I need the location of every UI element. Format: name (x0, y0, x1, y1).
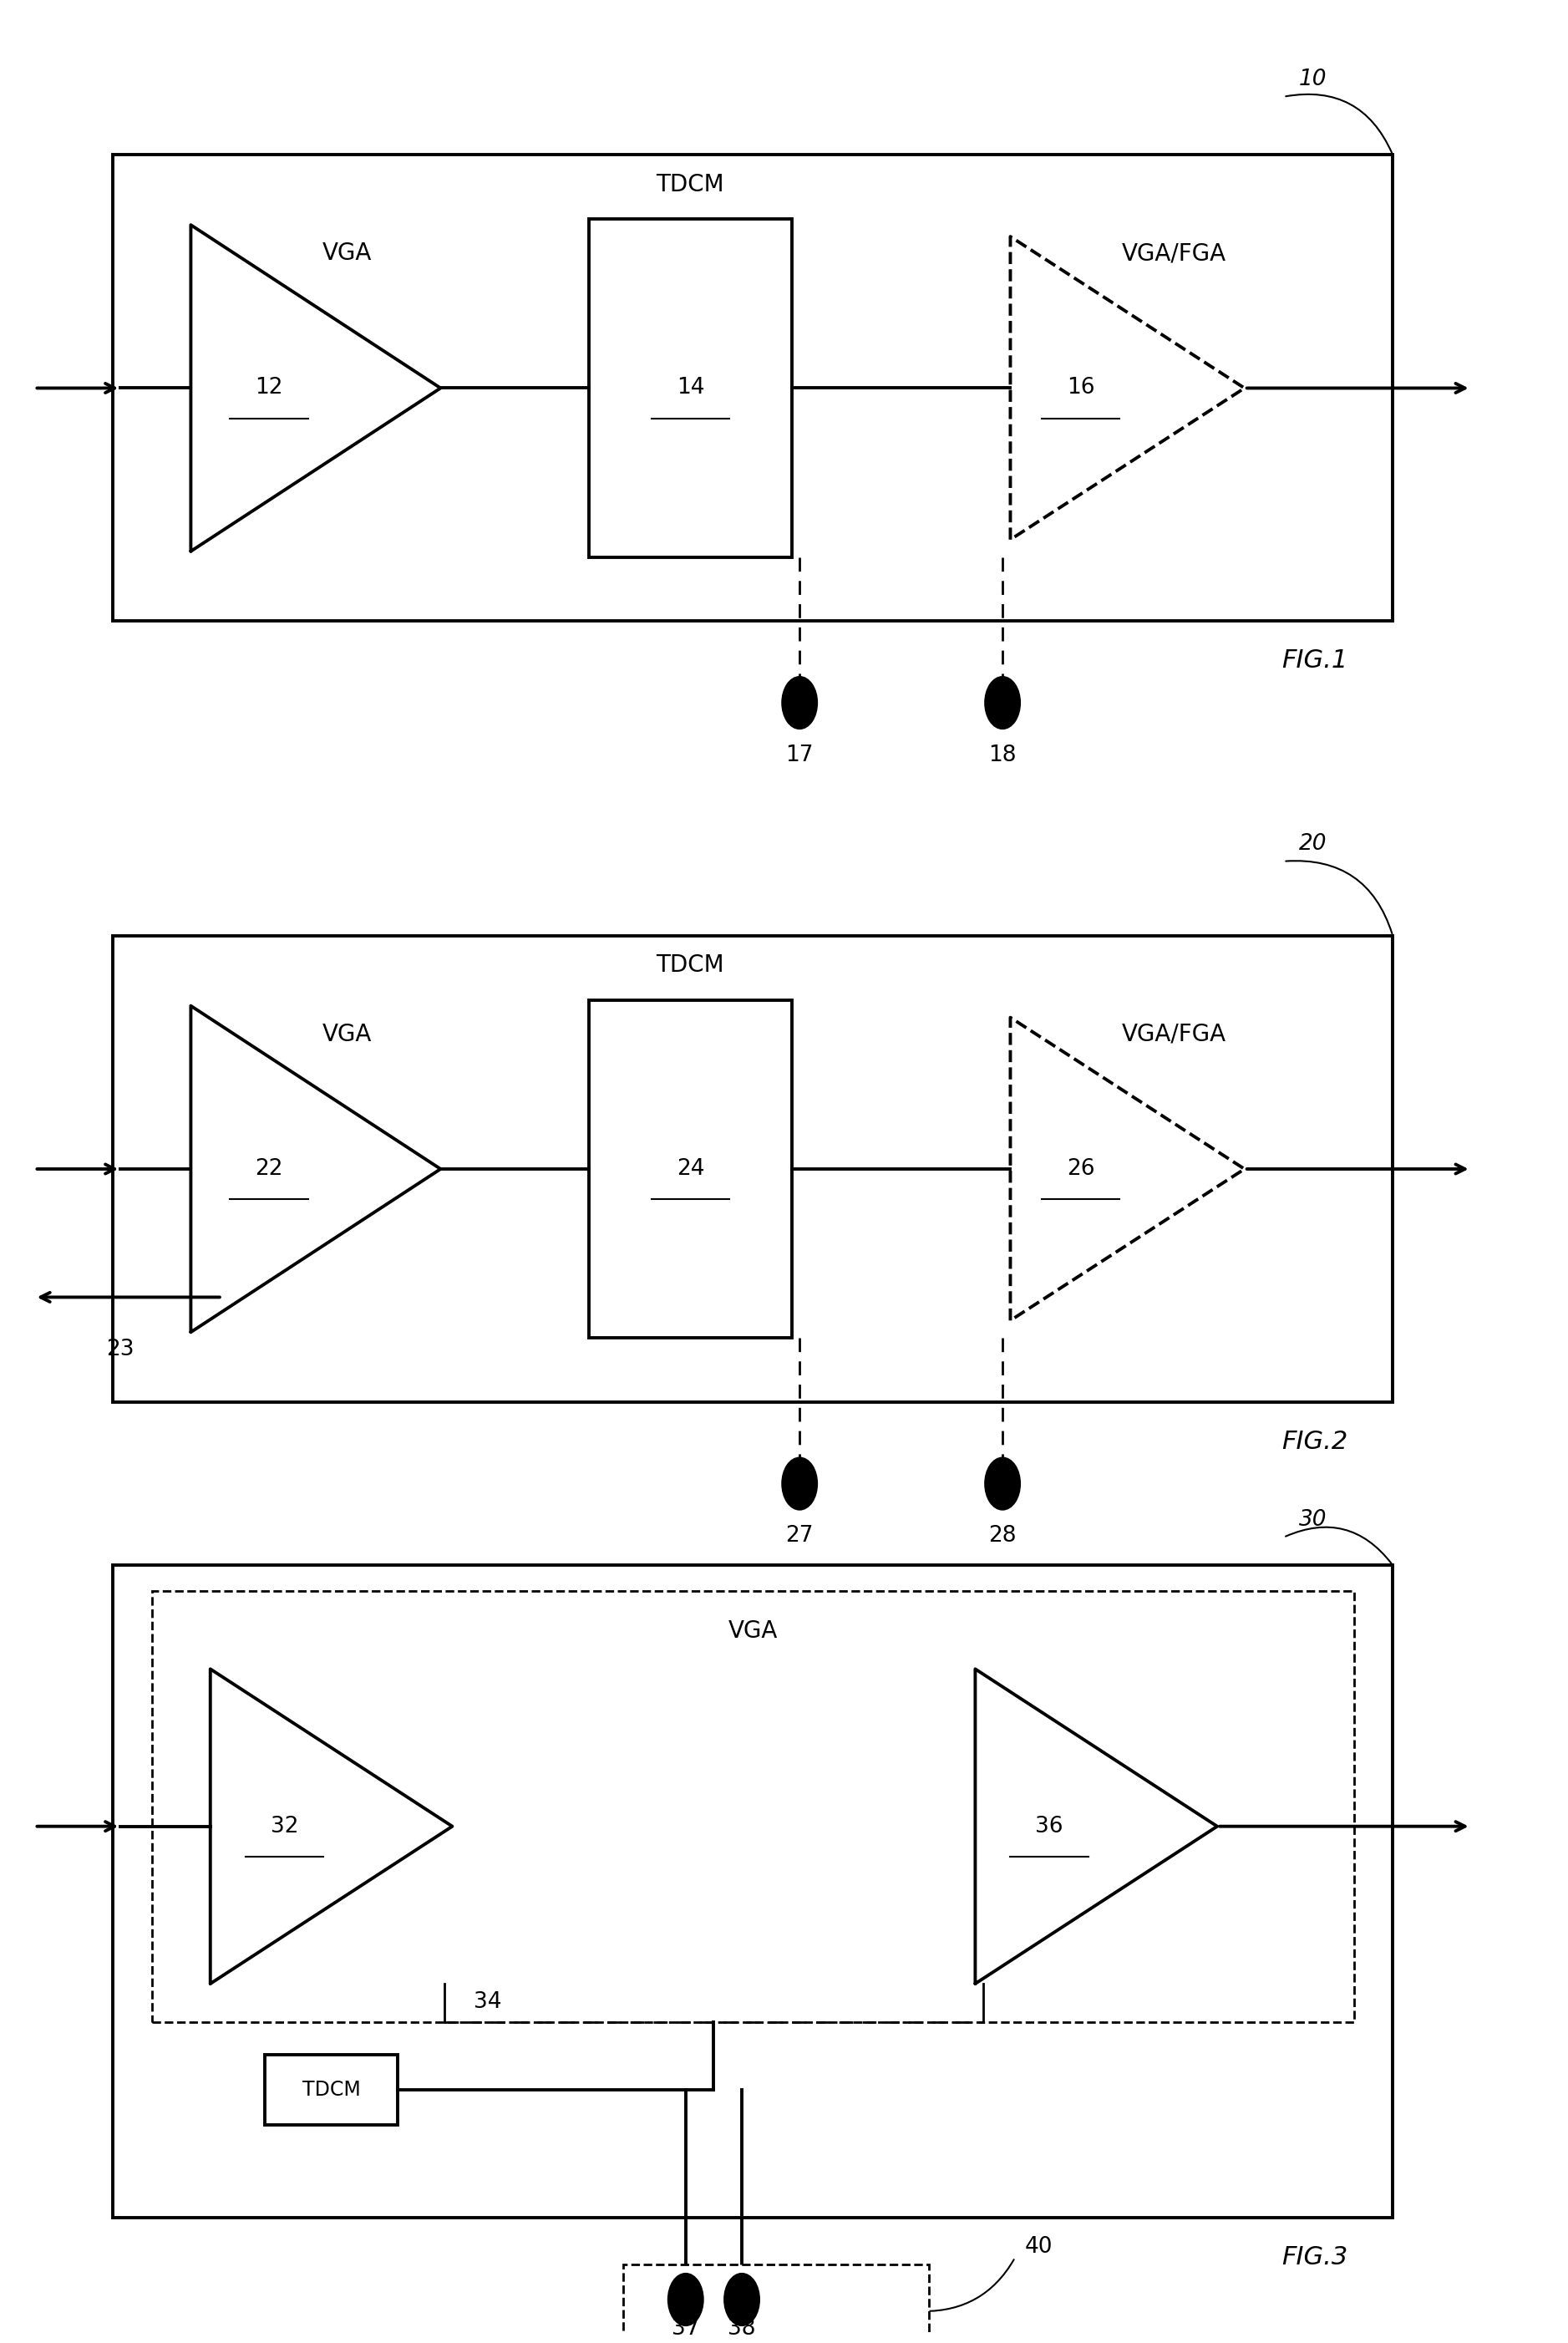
Bar (590, 220, 792, 558)
FancyArrowPatch shape (1286, 1528, 1391, 1563)
FancyArrowPatch shape (1286, 94, 1392, 152)
Circle shape (668, 2275, 702, 2324)
Text: 27: 27 (786, 1525, 814, 1546)
Circle shape (782, 677, 817, 729)
Circle shape (985, 677, 1019, 729)
Text: 18: 18 (988, 745, 1016, 766)
Text: FIG.1: FIG.1 (1281, 649, 1348, 672)
Text: 16: 16 (1066, 377, 1094, 398)
Text: TDCM: TDCM (657, 954, 724, 977)
Text: TDCM: TDCM (657, 173, 724, 197)
FancyArrowPatch shape (924, 2259, 1014, 2310)
Text: 38: 38 (728, 2317, 756, 2341)
Text: 36: 36 (1035, 1816, 1063, 1837)
Text: VGA/FGA: VGA/FGA (1123, 1022, 1226, 1045)
Bar (152, 1591, 1353, 2022)
Text: FIG.2: FIG.2 (1281, 1429, 1348, 1453)
Bar (113, 155, 1392, 621)
Bar (265, 2055, 398, 2125)
Text: FIG.3: FIG.3 (1281, 2245, 1348, 2270)
FancyArrowPatch shape (340, 2015, 469, 2064)
Text: VGA: VGA (728, 1619, 778, 1642)
Text: 32: 32 (270, 1816, 298, 1837)
Text: 22: 22 (256, 1157, 282, 1181)
Bar (113, 1565, 1392, 2219)
Text: 23: 23 (107, 1338, 135, 1361)
Circle shape (985, 1457, 1019, 1509)
Text: 40: 40 (1024, 2235, 1052, 2259)
Text: 37: 37 (671, 2317, 699, 2341)
Text: 20: 20 (1300, 832, 1327, 855)
FancyArrowPatch shape (1286, 860, 1392, 933)
Text: VGA: VGA (321, 1022, 372, 1045)
Text: 26: 26 (1066, 1157, 1094, 1181)
Circle shape (724, 2275, 759, 2324)
Bar (590, 1000, 792, 1338)
Text: 14: 14 (676, 377, 704, 398)
Text: VGA: VGA (321, 241, 372, 265)
Text: TDCM: TDCM (303, 2081, 361, 2099)
Text: 24: 24 (676, 1157, 704, 1181)
Text: 12: 12 (256, 377, 282, 398)
Text: 10: 10 (1300, 68, 1327, 89)
Text: 28: 28 (988, 1525, 1016, 1546)
Text: 30: 30 (1300, 1509, 1327, 1530)
Circle shape (782, 1457, 817, 1509)
Text: 17: 17 (786, 745, 814, 766)
Text: VGA/FGA: VGA/FGA (1123, 241, 1226, 265)
Bar (113, 935, 1392, 1401)
Text: 34: 34 (474, 1992, 502, 2013)
Bar (622, 2266, 930, 2343)
